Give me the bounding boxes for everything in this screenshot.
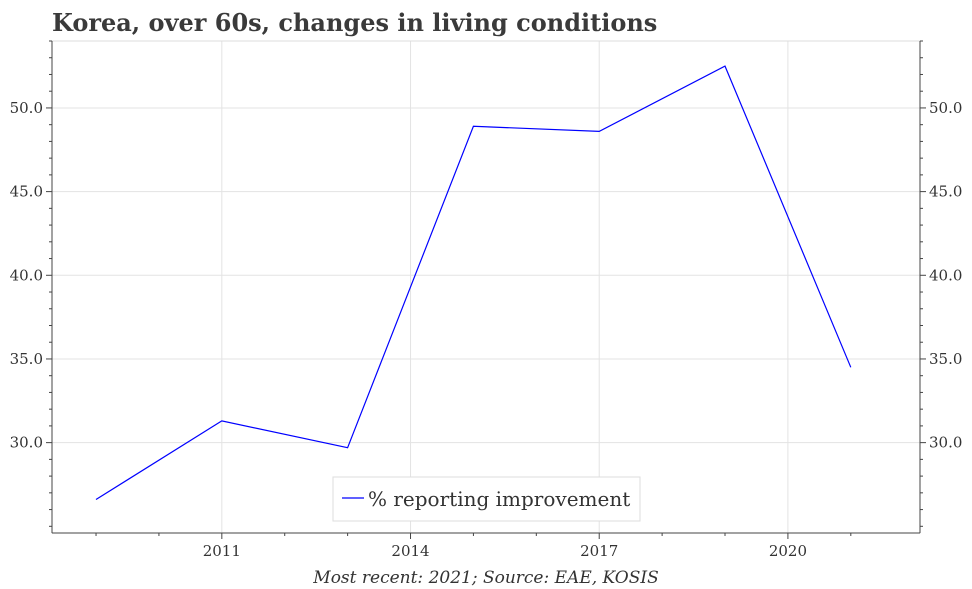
x-tick-label: 2014 <box>391 542 429 560</box>
chart-title: Korea, over 60s, changes in living condi… <box>52 8 657 37</box>
y-axis-right: 30.0 35.0 40.0 45.0 50.0 <box>920 40 962 527</box>
plot-area-frame <box>51 40 921 534</box>
series-layer <box>95 65 852 501</box>
x-tick-label: 2011 <box>203 542 241 560</box>
y-tick-label-right: 40.0 <box>929 266 962 284</box>
y-tick-label-right: 30.0 <box>929 434 962 452</box>
legend-label: % reporting improvement <box>368 487 630 511</box>
y-tick-label-left: 45.0 <box>10 183 43 201</box>
y-axis-left: 30.0 35.0 40.0 45.0 50.0 <box>10 40 52 527</box>
grid-lines <box>52 41 920 533</box>
y-tick-label-right: 35.0 <box>929 350 962 368</box>
y-tick-label-left: 50.0 <box>10 99 43 117</box>
legend: % reporting improvement <box>332 476 641 522</box>
y-tick-label-left: 30.0 <box>10 434 43 452</box>
chart-footer: Most recent: 2021; Source: EAE, KOSIS <box>312 568 658 588</box>
y-tick-label-right: 45.0 <box>929 183 962 201</box>
x-tick-label: 2017 <box>580 542 618 560</box>
y-tick-label-right: 50.0 <box>929 99 962 117</box>
x-axis: 2011 2014 2017 2020 <box>95 533 852 560</box>
y-tick-label-left: 35.0 <box>10 350 43 368</box>
y-tick-label-left: 40.0 <box>10 266 43 284</box>
series-line <box>95 65 852 501</box>
x-tick-label: 2020 <box>769 542 807 560</box>
legend-box <box>332 476 641 522</box>
